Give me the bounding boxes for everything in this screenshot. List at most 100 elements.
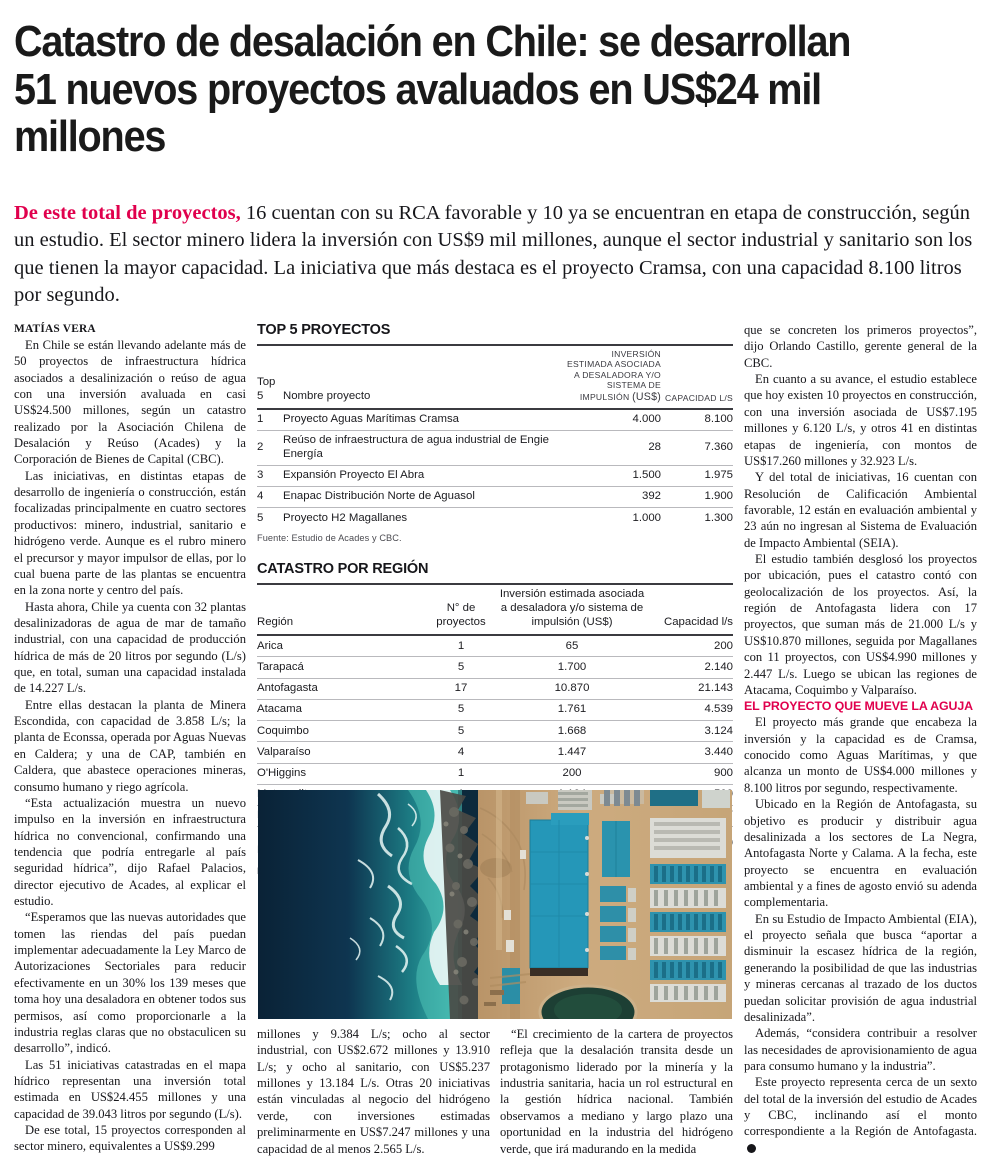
cell-inversion: 1.761	[497, 699, 647, 722]
paragraph: Además, “considera contribuir a resolver…	[744, 1026, 977, 1073]
table-row: Tarapacá 5 1.700 2.140	[257, 656, 733, 679]
cell-capacidad: 7.360	[661, 430, 733, 466]
cell-inversion: 1.000	[632, 511, 661, 524]
paragraph-text: Este proyecto representa cerca de un sex…	[744, 1075, 977, 1139]
cell-capacidad: 200	[647, 635, 733, 658]
table-source-top5: Fuente: Estudio de Acades y CBC.	[257, 533, 402, 544]
paragraph-last: Este proyecto representa cerca de un sex…	[744, 1074, 977, 1156]
cell-inversion: 28	[565, 430, 661, 466]
paragraph: “Esta actualización muestra un nuevo imp…	[14, 795, 246, 909]
cell-capacidad: 1.900	[661, 486, 733, 509]
th-inv-l3: impulsión (US$)	[531, 616, 613, 629]
paragraph: El estudio también desglosó los proyecto…	[744, 552, 977, 697]
table-row: Valparaíso 4 1.447 3.440	[257, 741, 733, 764]
cell-inversion: 65	[497, 635, 647, 658]
cell-n: 5	[425, 720, 497, 743]
table-row: 1 Proyecto Aguas Marítimas Cramsa 4.000 …	[257, 408, 733, 432]
table-header-row: Región N° de proyectos Inversión estimad…	[257, 583, 733, 637]
th-inversion-l1: Inversión estimada asociada	[566, 349, 661, 370]
cell-inversion: 1.700	[497, 656, 647, 679]
cell-capacidad: 3.440	[647, 741, 733, 764]
body-column-2-below-photo: millones y 9.384 L/s; ocho al sector ind…	[257, 1026, 490, 1157]
cell-inversion: 200	[497, 763, 647, 785]
paragraph: En su Estudio de Impacto Ambiental (EIA)…	[744, 911, 977, 1024]
th-inversion: Inversión estimada asociada a desaladora…	[565, 344, 661, 410]
paragraph: Y del total de iniciativas, 16 cuentan c…	[744, 470, 977, 550]
body-column-1: MATÍAS VERA En Chile se están llevando a…	[14, 322, 246, 1155]
cell-rank: 4	[257, 486, 283, 509]
table-row: Antofagasta 17 10.870 21.143	[257, 678, 733, 700]
th-rank: Top 5	[257, 344, 283, 410]
paragraph: De ese total, 15 proyectos corresponden …	[14, 1123, 246, 1154]
th-inv-l2: a desaladora y/o sistema de	[500, 602, 644, 615]
th-n-l1: N° de	[446, 602, 476, 615]
cell-capacidad: 21.143	[647, 678, 733, 700]
th-inversion: Inversión estimada asociada a desaladora…	[497, 583, 647, 637]
cell-capacidad: 2.140	[647, 656, 733, 679]
cell-name: Expansión Proyecto El Abra	[283, 465, 565, 488]
paragraph: Ubicado en la Región de Antofagasta, su …	[744, 797, 977, 910]
cell-inversion: 392	[565, 486, 661, 509]
paragraph: Entre ellas destacan la planta de Minera…	[14, 697, 246, 794]
cell-rank: 1	[257, 408, 283, 432]
cell-name: Proyecto Aguas Marítimas Cramsa	[283, 408, 565, 432]
cell-rank: 3	[257, 465, 283, 488]
th-inversion-l3: impulsión	[579, 391, 630, 402]
body-column-3-below-photo: “El crecimiento de la cartera de proyect…	[500, 1026, 733, 1157]
cell-capacidad: 1.300	[704, 511, 733, 524]
cell-capacidad: 4.539	[647, 699, 733, 722]
cell-n: 1	[425, 763, 497, 785]
cell-region: Atacama	[257, 699, 425, 722]
table-row: 3 Expansión Proyecto El Abra 1.500 1.975	[257, 465, 733, 488]
cell-name: Reúso de infraestructura de agua industr…	[283, 430, 565, 466]
byline: MATÍAS VERA	[14, 323, 96, 335]
paragraph: “Esperamos que las nuevas autoridades qu…	[14, 910, 246, 1056]
paragraph: En cuanto a su avance, el estudio establ…	[744, 372, 977, 468]
cell-capacidad: 8.100	[661, 408, 733, 432]
cell-n: 1	[425, 635, 497, 658]
cell-inversion: 1.447	[497, 741, 647, 764]
paragraph: Hasta ahora, Chile ya cuenta con 32 plan…	[14, 599, 246, 696]
section-subhead: EL PROYECTO QUE MUEVE LA AGUJA	[744, 699, 974, 714]
aerial-desalination-plant-illustration	[258, 790, 732, 1019]
th-region: Región	[257, 583, 425, 637]
table-top5-proyectos: Top 5 Nombre proyecto Inversión estimada…	[257, 344, 733, 528]
paragraph: millones y 9.384 L/s; ocho al sector ind…	[257, 1027, 490, 1156]
paragraph: El proyecto más grande que encabeza la i…	[744, 715, 977, 795]
cell-capacidad: 1.975	[661, 465, 733, 488]
th-inversion-unit: (US$)	[632, 390, 661, 403]
cell-inversion: 10.870	[497, 678, 647, 700]
lead-paragraph: De este total de proyectos, 16 cuentan c…	[14, 200, 977, 310]
th-inv-l1: Inversión estimada asociada	[499, 588, 645, 601]
table-title-top5: TOP 5 PROYECTOS	[257, 322, 391, 338]
cell-capacidad: 3.124	[647, 720, 733, 743]
cell-region: Arica	[257, 635, 425, 658]
paragraph: “El crecimiento de la cartera de proyect…	[500, 1027, 733, 1156]
cell-rank: 2	[257, 430, 283, 466]
cell-n: 4	[425, 741, 497, 764]
paragraph: Las 51 iniciativas catastradas en el map…	[14, 1057, 246, 1121]
paragraph: que se concreten los primeros proyectos”…	[744, 323, 977, 370]
cell-inversion: 1.500	[565, 465, 661, 488]
table-row: Arica 1 65 200	[257, 635, 733, 658]
cell-region: O'Higgins	[257, 763, 425, 785]
cell-region: Antofagasta	[257, 678, 425, 700]
th-capacidad: Capacidad l/s	[647, 583, 733, 637]
cell-capacidad: 900	[647, 763, 733, 785]
cell-region: Valparaíso	[257, 741, 425, 764]
th-capacidad: Capacidad L/s	[661, 344, 733, 410]
paragraph: En Chile se están llevando adelante más …	[14, 337, 246, 467]
cell-rank: 5	[257, 511, 264, 524]
table-row: O'Higgins 1 200 900	[257, 763, 733, 785]
table-row: Coquimbo 5 1.668 3.124	[257, 720, 733, 743]
th-numero-proyectos: N° de proyectos	[425, 583, 497, 637]
th-inversion-l2: a desaladora y/o sistema de	[574, 369, 661, 391]
article-photo	[258, 790, 732, 1019]
cell-name: Proyecto H2 Magallanes	[283, 511, 408, 524]
cell-n: 5	[425, 699, 497, 722]
body-column-4: que se concreten los primeros proyectos”…	[744, 322, 977, 1156]
cell-n: 17	[425, 678, 497, 700]
cell-inversion: 4.000	[565, 408, 661, 432]
th-n-l2: proyectos	[436, 616, 486, 629]
cell-name: Enapac Distribución Norte de Aguasol	[283, 486, 565, 509]
